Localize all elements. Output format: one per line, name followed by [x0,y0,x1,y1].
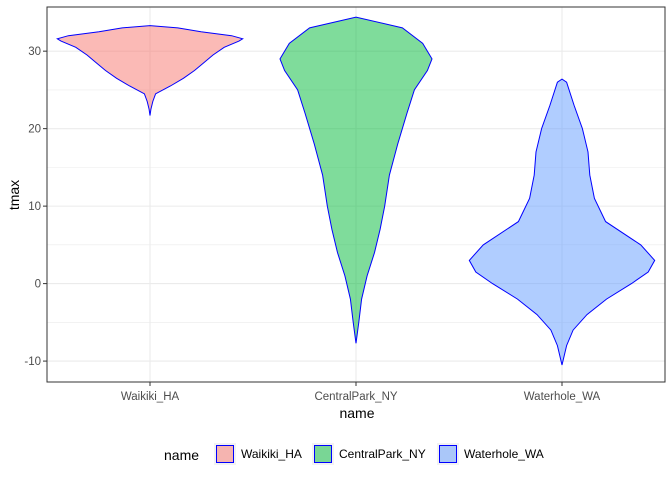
violin-centralpark-ny [279,16,433,344]
x-tick-label: Waterhole_WA [524,391,601,403]
y-axis-title: tmax [6,180,22,210]
legend-label: Waterhole_WA [464,447,544,461]
legend-title: name [164,447,199,463]
x-axis-title: name [339,405,374,421]
legend-label: Waikiki_HA [241,447,302,461]
violin-waterhole-wa [468,78,656,366]
legend-key-swatch [314,445,332,463]
violin-waikiki-ha [56,25,244,116]
violins [56,16,656,366]
legend-label: CentralPark_NY [339,447,426,461]
x-tick-label: Waikiki_HA [121,391,180,403]
y-tick-label: 20 [28,124,41,136]
y-tick-label: 10 [28,201,41,213]
legend-key-swatch [216,445,234,463]
y-tick-label: -10 [24,356,41,368]
y-tick-label: 30 [28,46,41,58]
legend: name Waikiki_HA CentralPark_NY Waterhole_W… [164,443,544,465]
y-tick-label: 0 [35,279,41,291]
legend-key-swatch [439,445,457,463]
x-tick-label: CentralPark_NY [314,391,397,403]
axes: -10 0 10 20 30 Waikiki_HA CentralPark_NY Waterh… [24,46,600,403]
